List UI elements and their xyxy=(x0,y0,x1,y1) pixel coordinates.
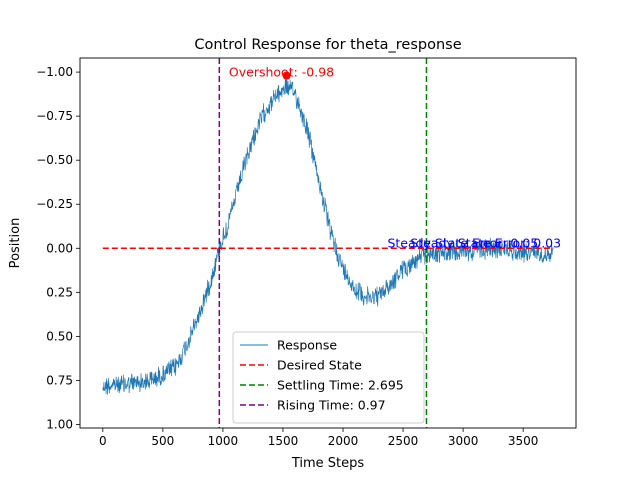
annotations: Overshoot: -0.98 Steady State Error: 0.05… xyxy=(229,65,561,251)
y-tick-label: −0.50 xyxy=(36,153,73,167)
steady-state-error-annotation: Steady State Error: 0.05 xyxy=(387,235,538,250)
overshoot-marker xyxy=(282,71,291,80)
y-axis-label: Position xyxy=(8,218,23,269)
plot-frame xyxy=(79,57,577,429)
x-axis-label: Time Steps xyxy=(291,456,365,471)
legend-label: Settling Time: 2.695 xyxy=(277,378,404,393)
x-tick-label: 2500 xyxy=(388,434,419,448)
steady-state-error-annotation: Steady State Error: 0.03 xyxy=(410,235,561,250)
x-tick-label: 1500 xyxy=(268,434,299,448)
y-tick-label: 0.25 xyxy=(46,285,73,299)
y-tick-label: −1.00 xyxy=(36,65,73,79)
overshoot-annotation: Overshoot: -0.98 xyxy=(229,65,334,80)
x-tick-label: 2000 xyxy=(328,434,359,448)
y-tick-label: −0.25 xyxy=(36,197,73,211)
y-tick-label: 0.00 xyxy=(46,241,73,255)
x-axis: 0 500 1000 1500 2000 2500 3000 3500 xyxy=(99,428,538,448)
legend-label: Rising Time: 0.97 xyxy=(277,398,386,413)
x-tick-label: 3500 xyxy=(508,434,539,448)
legend-box xyxy=(232,331,425,424)
x-tick-label: 3000 xyxy=(448,434,479,448)
legend: Response Desired State Settling Time: 2.69… xyxy=(232,331,425,424)
x-tick-label: 500 xyxy=(151,434,174,448)
x-tick-label: 0 xyxy=(99,434,107,448)
y-tick-label: 1.00 xyxy=(46,417,73,431)
y-axis: −1.00 −0.75 −0.50 −0.25 0.00 0.25 0.50 0.75 1.00 xyxy=(36,65,80,431)
y-tick-label: 0.50 xyxy=(46,329,73,343)
y-tick-label: −0.75 xyxy=(36,109,73,123)
x-tick-label: 1000 xyxy=(208,434,239,448)
chart-title: Control Response for theta_response xyxy=(194,37,461,53)
legend-label: Desired State xyxy=(277,358,362,373)
plot-area xyxy=(102,58,554,428)
legend-label: Response xyxy=(277,338,337,353)
response-line xyxy=(102,79,554,395)
y-tick-label: 0.75 xyxy=(46,373,73,387)
